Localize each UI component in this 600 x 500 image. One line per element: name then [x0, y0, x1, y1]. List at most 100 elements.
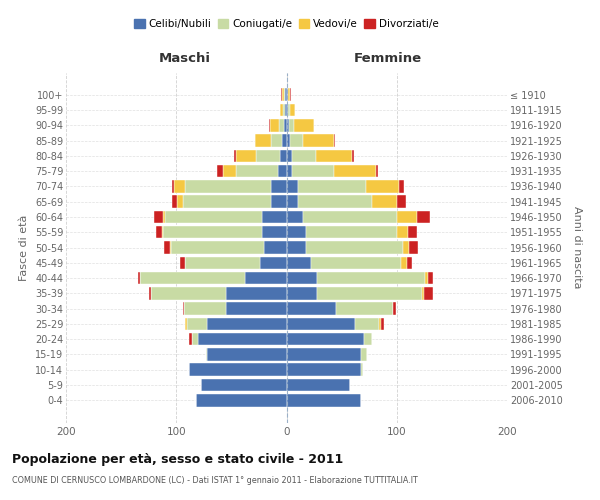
Bar	[366, 180, 399, 192]
Bar	[428, 272, 433, 284]
Bar	[254, 134, 271, 147]
Bar	[287, 88, 290, 101]
Bar	[394, 302, 395, 315]
Bar	[185, 180, 271, 192]
Bar	[403, 241, 409, 254]
Bar	[196, 394, 287, 406]
Bar	[287, 272, 317, 284]
Bar	[178, 196, 183, 208]
Bar	[287, 256, 311, 269]
Bar	[140, 272, 245, 284]
Bar	[352, 150, 354, 162]
Bar	[236, 165, 278, 177]
Bar	[223, 165, 236, 177]
Bar	[287, 379, 350, 392]
Bar	[198, 333, 287, 345]
Bar	[307, 241, 403, 254]
Bar	[298, 196, 373, 208]
Bar	[270, 119, 279, 132]
Bar	[163, 210, 165, 223]
Bar	[287, 165, 292, 177]
Bar	[280, 150, 287, 162]
Bar	[262, 226, 287, 238]
Bar	[284, 88, 286, 101]
Bar	[200, 379, 287, 392]
Bar	[282, 134, 287, 147]
Bar	[287, 196, 298, 208]
Bar	[157, 226, 162, 238]
Bar	[287, 394, 361, 406]
Bar	[303, 210, 397, 223]
Bar	[424, 287, 433, 300]
Bar	[287, 348, 361, 360]
Bar	[425, 272, 428, 284]
Bar	[190, 364, 287, 376]
Bar	[164, 241, 170, 254]
Bar	[407, 256, 412, 269]
Bar	[163, 226, 262, 238]
Bar	[287, 150, 292, 162]
Bar	[287, 210, 303, 223]
Bar	[287, 333, 364, 345]
Text: COMUNE DI CERNUSCO LOMBARDONE (LC) - Dati ISTAT 1° gennaio 2011 - Elaborazione T: COMUNE DI CERNUSCO LOMBARDONE (LC) - Dat…	[12, 476, 418, 485]
Bar	[364, 333, 373, 345]
Bar	[287, 318, 355, 330]
Bar	[207, 318, 287, 330]
Bar	[334, 134, 335, 147]
Bar	[165, 210, 262, 223]
Bar	[416, 210, 430, 223]
Bar	[233, 150, 236, 162]
Bar	[355, 318, 379, 330]
Bar	[149, 287, 151, 300]
Bar	[172, 180, 174, 192]
Bar	[170, 241, 171, 254]
Bar	[174, 180, 185, 192]
Bar	[361, 364, 362, 376]
Bar	[292, 165, 334, 177]
Bar	[187, 318, 207, 330]
Bar	[373, 196, 397, 208]
Bar	[397, 196, 406, 208]
Bar	[307, 226, 397, 238]
Bar	[281, 88, 282, 101]
Bar	[290, 88, 291, 101]
Bar	[287, 180, 298, 192]
Text: Maschi: Maschi	[159, 52, 211, 66]
Bar	[245, 272, 287, 284]
Bar	[287, 287, 317, 300]
Bar	[286, 104, 287, 116]
Text: Popolazione per età, sesso e stato civile - 2011: Popolazione per età, sesso e stato civil…	[12, 452, 343, 466]
Bar	[287, 364, 361, 376]
Bar	[271, 196, 287, 208]
Bar	[289, 119, 294, 132]
Bar	[190, 333, 191, 345]
Bar	[408, 226, 416, 238]
Bar	[162, 226, 163, 238]
Bar	[154, 210, 163, 223]
Bar	[171, 241, 265, 254]
Bar	[294, 119, 314, 132]
Bar	[311, 256, 401, 269]
Bar	[206, 348, 207, 360]
Bar	[226, 302, 287, 315]
Bar	[290, 134, 303, 147]
Bar	[376, 165, 378, 177]
Bar	[184, 302, 226, 315]
Bar	[269, 119, 270, 132]
Bar	[336, 302, 394, 315]
Bar	[207, 348, 287, 360]
Bar	[287, 302, 336, 315]
Bar	[399, 180, 404, 192]
Bar	[260, 256, 287, 269]
Bar	[183, 196, 271, 208]
Bar	[422, 287, 424, 300]
Bar	[183, 302, 184, 315]
Bar	[303, 134, 334, 147]
Bar	[334, 165, 376, 177]
Bar	[287, 119, 289, 132]
Text: Femmine: Femmine	[354, 52, 422, 66]
Bar	[290, 104, 295, 116]
Bar	[256, 150, 280, 162]
Bar	[262, 210, 287, 223]
Bar	[397, 210, 416, 223]
